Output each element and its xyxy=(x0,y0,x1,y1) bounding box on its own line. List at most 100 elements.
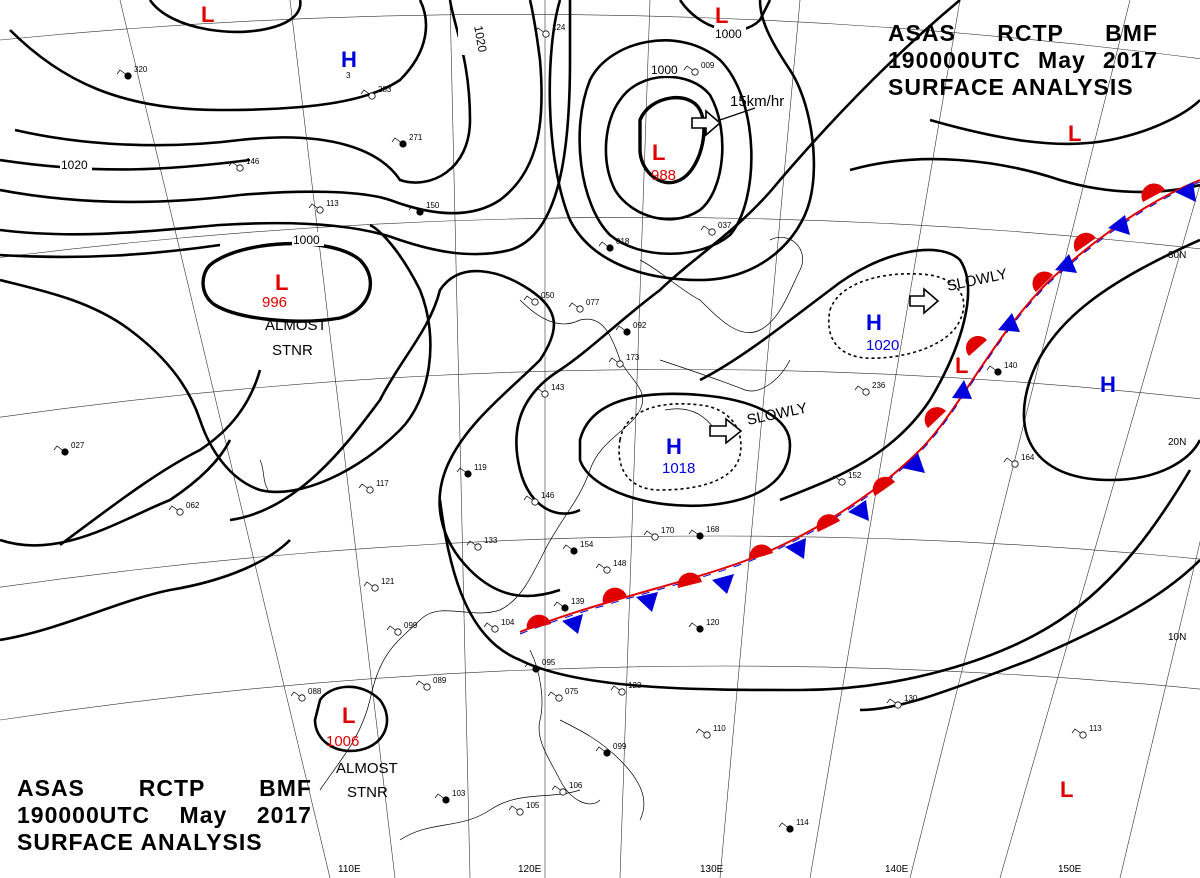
header-word: May xyxy=(1038,47,1086,73)
longitude-label: 130E xyxy=(700,864,724,875)
station-pressure-label: 092 xyxy=(633,321,647,330)
station-plot: 146 xyxy=(523,491,555,506)
station-pressure-label: 121 xyxy=(381,577,395,586)
station-plot: 104 xyxy=(483,618,515,633)
stnr-label: ALMOST xyxy=(265,317,327,334)
station-plot: 152 xyxy=(830,471,862,486)
station-pressure-label: 140 xyxy=(1004,361,1018,370)
station-circle xyxy=(124,72,132,80)
station-plot: 009 xyxy=(683,61,715,76)
station-plot: 099 xyxy=(386,621,418,636)
isobar-label: 1020 xyxy=(61,158,88,172)
station-plot: 173 xyxy=(608,353,640,368)
station-pressure-label: 018 xyxy=(616,237,630,246)
front-cold-triangle xyxy=(712,574,734,594)
front-cold-triangle xyxy=(1055,254,1077,273)
station-circle xyxy=(316,206,324,214)
station-plot: 099 xyxy=(595,742,627,757)
station-plot: 089 xyxy=(415,676,447,691)
latitude-label: 10N xyxy=(1168,632,1186,643)
station-circle xyxy=(994,368,1002,376)
front-warm-bulb xyxy=(924,407,946,428)
station-pressure-label: 173 xyxy=(626,353,640,362)
station-circle xyxy=(651,533,659,541)
chart-header-top: ASAS RCTP BMF 190000UTC May 2017 SURFACE… xyxy=(888,20,1158,101)
station-circle xyxy=(474,543,482,551)
station-circle xyxy=(838,478,846,486)
low-pressure-center: L xyxy=(201,2,214,27)
station-pressure-label: 170 xyxy=(661,526,675,535)
axis-labels: 30N 20N 10N 110E 120E 130E 140E 150E xyxy=(338,250,1186,875)
station-pressure-label: 124 xyxy=(552,23,566,32)
station-plot: 092 xyxy=(615,321,647,336)
station-pressure-label: 154 xyxy=(580,540,594,549)
header-word: RCTP xyxy=(997,20,1064,46)
station-plot: 103 xyxy=(434,789,466,804)
station-pressure-label: 150 xyxy=(426,201,440,210)
header-line-2: 190000UTC May 2017 xyxy=(17,802,312,829)
station-plot: 146 xyxy=(228,157,260,172)
high-pressure-value: 3 xyxy=(346,71,351,80)
station-circle xyxy=(603,566,611,574)
header-word: BMF xyxy=(1105,20,1158,46)
station-pressure-label: 089 xyxy=(433,676,447,685)
front-warm-bulb xyxy=(816,514,840,532)
front-warm-bulb xyxy=(1073,232,1096,252)
station-circle xyxy=(862,388,870,396)
station-pressure-label: 099 xyxy=(404,621,418,630)
station-circle xyxy=(696,532,704,540)
front-cold-triangle xyxy=(1108,215,1130,235)
station-plot: 170 xyxy=(643,526,675,541)
station-pressure-label: 117 xyxy=(376,479,389,488)
chart-header-bottom: ASAS RCTP BMF 190000UTC May 2017 SURFACE… xyxy=(17,775,312,856)
station-plot: 148 xyxy=(595,559,627,574)
low-pressure-center: L xyxy=(652,140,665,165)
station-pressure-label: 119 xyxy=(474,463,487,472)
header-line-3: SURFACE ANALYSIS xyxy=(888,74,1134,100)
station-plot: 124 xyxy=(534,23,566,38)
station-circle xyxy=(532,665,540,673)
header-word: 190000UTC xyxy=(888,47,1022,73)
station-circle xyxy=(236,164,244,172)
longitude-label: 110E xyxy=(338,864,361,875)
low-pressure-center: L xyxy=(342,703,355,728)
front-cold-triangle xyxy=(848,500,869,521)
station-circle xyxy=(399,140,407,148)
low-pressure-value: 1006 xyxy=(326,733,359,750)
stationary-front xyxy=(519,179,1200,635)
station-pressure-label: 320 xyxy=(134,65,148,74)
header-word: May xyxy=(179,802,228,828)
station-circle xyxy=(371,584,379,592)
pressure-systems: L L H 3 L 988 L 996 L H 1020 H H 1018 L … xyxy=(201,2,1116,802)
station-circle xyxy=(618,688,626,696)
header-line-1: ASAS RCTP BMF xyxy=(17,775,312,802)
station-plot: 027 xyxy=(53,441,85,456)
high-pressure-value: 1018 xyxy=(662,460,695,477)
station-circle xyxy=(416,208,424,216)
station-circle xyxy=(176,508,184,516)
station-plot: 050 xyxy=(523,291,555,306)
annotations: 15km/hr SLOWLY SLOWLY ALMOST STNR ALMOST… xyxy=(265,93,1009,801)
latitude-label: 30N xyxy=(1168,250,1186,261)
station-circle xyxy=(559,788,567,796)
isobar-label: 1000 xyxy=(715,27,742,41)
station-plot: 143 xyxy=(533,383,565,398)
station-plot: 095 xyxy=(524,658,556,673)
station-pressure-label: 130 xyxy=(904,694,918,703)
front-warm-bulb xyxy=(965,335,987,356)
longitude-label: 140E xyxy=(885,864,909,875)
station-circle xyxy=(516,808,524,816)
high-pressure-center: H xyxy=(866,310,882,335)
header-word: ASAS xyxy=(888,20,956,46)
station-pressure-label: 075 xyxy=(565,687,579,696)
station-circle xyxy=(603,749,611,757)
station-pressure-label: 077 xyxy=(586,298,600,307)
high-pressure-center: H xyxy=(1100,372,1116,397)
station-circle xyxy=(394,628,402,636)
station-circle xyxy=(1011,460,1019,468)
motion-arrow-high-pacific xyxy=(909,287,940,315)
station-circle xyxy=(1079,731,1087,739)
station-pressure-label: 095 xyxy=(542,658,556,667)
station-plot: 106 xyxy=(551,781,583,796)
